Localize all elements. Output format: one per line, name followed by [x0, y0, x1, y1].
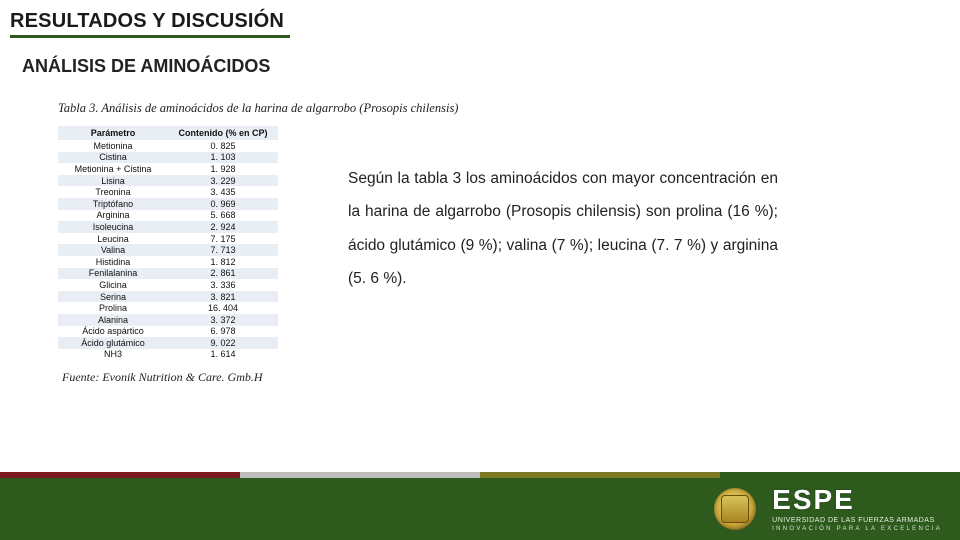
cell-value: 7. 713 [168, 244, 278, 256]
table-row: Serina3. 821 [58, 291, 278, 303]
table-row: Arginina5. 668 [58, 210, 278, 222]
cell-value: 0. 825 [168, 140, 278, 152]
amino-table: Parámetro Contenido (% en CP) Metionina0… [58, 126, 278, 360]
cell-param: Isoleucina [58, 221, 168, 233]
cell-param: Fenilalanina [58, 268, 168, 280]
cell-param: Cistina [58, 152, 168, 164]
table-header-value: Contenido (% en CP) [168, 126, 278, 140]
cell-value: 1. 928 [168, 163, 278, 175]
cell-param: Glicina [58, 279, 168, 291]
brand-name: ESPE [772, 486, 942, 514]
cell-value: 3. 821 [168, 291, 278, 303]
slide: RESULTADOS Y DISCUSIÓN ANÁLISIS DE AMINO… [0, 0, 960, 540]
cell-value: 2. 861 [168, 268, 278, 280]
table-row: NH31. 614 [58, 349, 278, 361]
table-row: Ácido glutámico9. 022 [58, 337, 278, 349]
table-caption: Tabla 3. Análisis de aminoácidos de la h… [58, 101, 960, 116]
table-header-param: Parámetro [58, 126, 168, 140]
cell-param: Lisina [58, 175, 168, 187]
cell-value: 1. 614 [168, 349, 278, 361]
cell-param: Serina [58, 291, 168, 303]
table-row: Treonina3. 435 [58, 186, 278, 198]
cell-param: Treonina [58, 186, 168, 198]
cell-param: Arginina [58, 210, 168, 222]
cell-param: Ácido glutámico [58, 337, 168, 349]
table-row: Histidina1. 812 [58, 256, 278, 268]
table-row: Leucina7. 175 [58, 233, 278, 245]
table-row: Alanina3. 372 [58, 314, 278, 326]
cell-value: 9. 022 [168, 337, 278, 349]
title-bar: RESULTADOS Y DISCUSIÓN [10, 10, 290, 38]
cell-param: Histidina [58, 256, 168, 268]
table-row: Isoleucina2. 924 [58, 221, 278, 233]
page-title: RESULTADOS Y DISCUSIÓN [10, 10, 290, 33]
table-row: Cistina1. 103 [58, 152, 278, 164]
content-row: Parámetro Contenido (% en CP) Metionina0… [0, 122, 960, 360]
cell-value: 3. 372 [168, 314, 278, 326]
table-header-row: Parámetro Contenido (% en CP) [58, 126, 278, 140]
cell-param: Metionina + Cistina [58, 163, 168, 175]
cell-value: 3. 336 [168, 279, 278, 291]
table-row: Triptófano0. 969 [58, 198, 278, 210]
discussion-paragraph: Según la tabla 3 los aminoácidos con may… [348, 162, 778, 295]
footer: ESPE UNIVERSIDAD DE LAS FUERZAS ARMADAS … [0, 472, 960, 540]
cell-value: 5. 668 [168, 210, 278, 222]
cell-value: 6. 978 [168, 326, 278, 338]
cell-value: 1. 812 [168, 256, 278, 268]
crest-icon [714, 488, 756, 530]
cell-value: 16. 404 [168, 302, 278, 314]
table-row: Ácido aspártico6. 978 [58, 326, 278, 338]
title-underline [10, 35, 290, 38]
table-row: Valina7. 713 [58, 244, 278, 256]
brand-line1: UNIVERSIDAD DE LAS FUERZAS ARMADAS [772, 517, 942, 524]
cell-param: Leucina [58, 233, 168, 245]
cell-param: Metionina [58, 140, 168, 152]
brand-line2: INNOVACIÓN PARA LA EXCELENCIA [772, 526, 942, 532]
cell-param: Ácido aspártico [58, 326, 168, 338]
table-source: Fuente: Evonik Nutrition & Care. Gmb.H [62, 370, 960, 385]
brand-block: ESPE UNIVERSIDAD DE LAS FUERZAS ARMADAS … [772, 486, 942, 532]
table-row: Prolina16. 404 [58, 302, 278, 314]
table-row: Fenilalanina2. 861 [58, 268, 278, 280]
footer-band: ESPE UNIVERSIDAD DE LAS FUERZAS ARMADAS … [0, 478, 960, 540]
cell-param: Alanina [58, 314, 168, 326]
cell-value: 3. 435 [168, 186, 278, 198]
cell-value: 0. 969 [168, 198, 278, 210]
cell-param: NH3 [58, 349, 168, 361]
cell-param: Valina [58, 244, 168, 256]
section-subtitle: ANÁLISIS DE AMINOÁCIDOS [22, 56, 960, 77]
cell-value: 7. 175 [168, 233, 278, 245]
table-row: Glicina3. 336 [58, 279, 278, 291]
table-row: Lisina3. 229 [58, 175, 278, 187]
cell-param: Triptófano [58, 198, 168, 210]
cell-value: 2. 924 [168, 221, 278, 233]
table-row: Metionina0. 825 [58, 140, 278, 152]
crest-inner-icon [721, 495, 749, 523]
cell-value: 1. 103 [168, 152, 278, 164]
table-row: Metionina + Cistina1. 928 [58, 163, 278, 175]
cell-param: Prolina [58, 302, 168, 314]
cell-value: 3. 229 [168, 175, 278, 187]
